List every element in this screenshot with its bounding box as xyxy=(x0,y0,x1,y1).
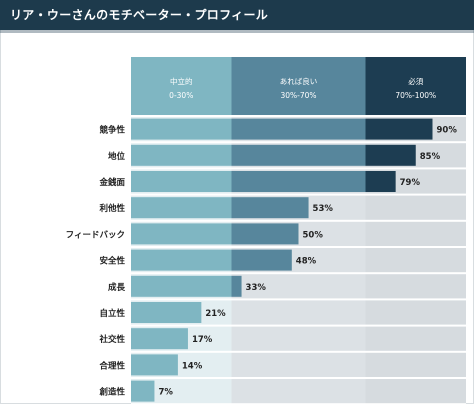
title-underline xyxy=(0,30,474,33)
row-separator xyxy=(131,167,466,170)
band-header-2 xyxy=(365,57,466,115)
band-range-label-2: 70%-100% xyxy=(395,91,436,100)
bar-6-segment-0 xyxy=(131,275,232,297)
category-label: 利他性 xyxy=(98,203,125,214)
value-label: 21% xyxy=(205,309,226,319)
row-separator xyxy=(131,377,466,379)
category-label: 成長 xyxy=(108,282,126,293)
bar-1-segment-1 xyxy=(231,144,366,166)
category-label: 創造性 xyxy=(98,387,125,398)
row-separator xyxy=(131,324,466,327)
band-header-0 xyxy=(131,57,232,115)
value-label: 48% xyxy=(296,257,317,267)
bar-6-segment-1 xyxy=(231,275,242,297)
category-label: 安全性 xyxy=(99,256,125,267)
row-separator xyxy=(131,350,466,353)
band-range-label-0: 0-30% xyxy=(169,91,193,100)
value-label: 90% xyxy=(437,126,458,136)
band-header-1 xyxy=(231,57,366,115)
category-label: フィードバック xyxy=(66,229,125,240)
bar-10-segment-0 xyxy=(131,380,155,402)
bar-4-segment-0 xyxy=(131,223,232,245)
value-label: 85% xyxy=(420,152,441,162)
bar-7-segment-0 xyxy=(131,302,202,323)
value-label: 17% xyxy=(192,335,213,345)
bar-1-segment-2 xyxy=(365,144,416,166)
bar-3-segment-0 xyxy=(131,197,232,219)
value-label: 14% xyxy=(182,361,203,371)
row-separator xyxy=(131,219,466,222)
value-label: 7% xyxy=(158,388,173,398)
bar-0-segment-2 xyxy=(365,118,433,140)
title-bar: リア・ウーさんのモチベーター・プロフィール xyxy=(0,0,474,33)
value-label: 33% xyxy=(246,283,267,293)
bar-5-segment-0 xyxy=(131,249,232,271)
row-separator xyxy=(131,115,466,117)
bar-8-segment-0 xyxy=(131,328,188,350)
value-label: 50% xyxy=(303,230,324,240)
page-title: リア・ウーさんのモチベーター・プロフィール xyxy=(10,8,269,22)
category-label: 競争性 xyxy=(99,125,125,136)
band-label-2: 必須 xyxy=(408,76,423,86)
bar-9-segment-0 xyxy=(131,354,178,376)
band-range-label-1: 30%-70% xyxy=(280,91,316,100)
band-label-1: あれば良い xyxy=(280,76,318,86)
value-label: 53% xyxy=(313,204,334,214)
bar-1-segment-0 xyxy=(131,144,232,166)
bar-4-segment-1 xyxy=(231,223,299,245)
category-label: 合理性 xyxy=(98,360,125,371)
band-label-0: 中立的 xyxy=(170,76,193,86)
row-separator xyxy=(131,298,466,301)
row-separator xyxy=(131,141,466,144)
row-separator xyxy=(131,272,466,275)
row-separator xyxy=(131,193,466,196)
bar-0-segment-0 xyxy=(131,118,232,140)
bar-5-segment-1 xyxy=(231,249,292,271)
category-label: 金銭面 xyxy=(98,177,125,188)
row-separator xyxy=(131,246,466,248)
bar-2-segment-1 xyxy=(231,171,366,192)
bar-2-segment-2 xyxy=(365,171,396,192)
bar-3-segment-1 xyxy=(231,197,309,219)
value-label: 79% xyxy=(400,178,421,188)
bar-2-segment-0 xyxy=(131,171,232,192)
category-label: 自立性 xyxy=(99,308,125,319)
bar-0-segment-1 xyxy=(231,118,366,140)
category-label: 社交性 xyxy=(98,334,125,345)
category-label: 地位 xyxy=(108,151,126,162)
